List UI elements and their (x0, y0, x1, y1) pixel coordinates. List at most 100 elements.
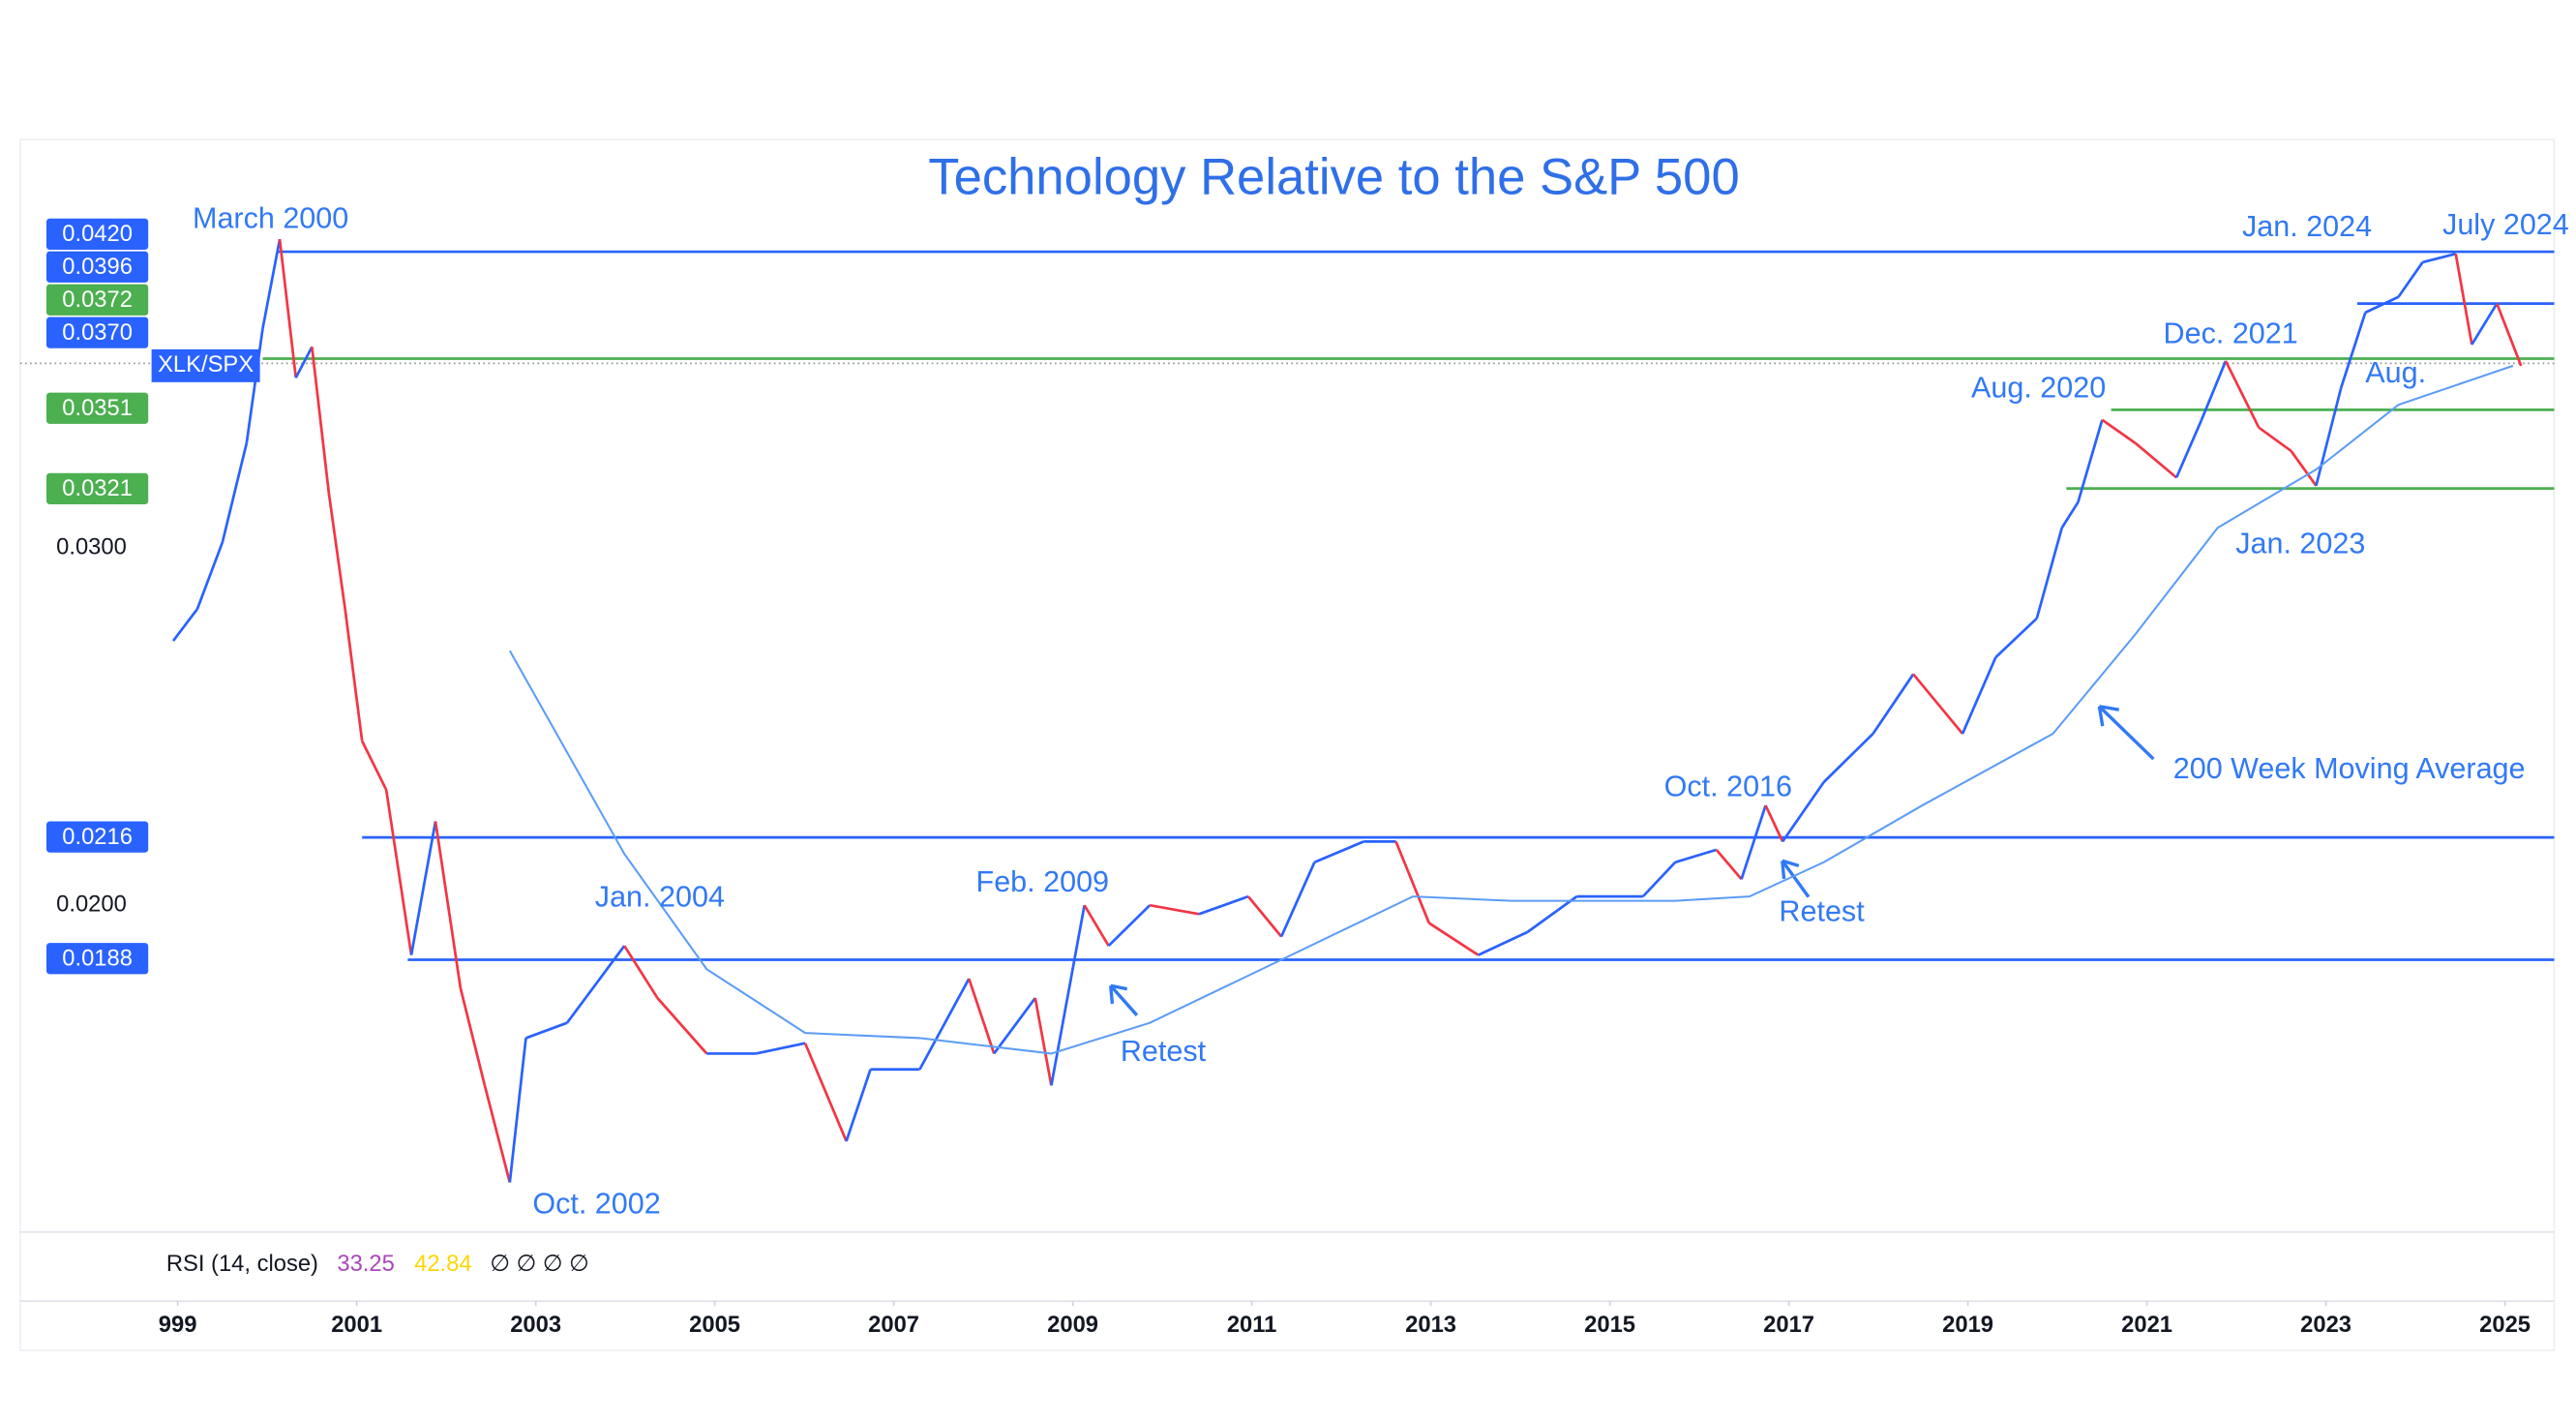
price-segment (1715, 848, 1743, 881)
x-tick-label: 2007 (868, 1312, 919, 1338)
price-segment (409, 821, 437, 955)
x-tick-label: 2017 (1763, 1312, 1814, 1338)
price-segment (2496, 303, 2523, 367)
x-tick-label: 999 (159, 1312, 197, 1338)
annotation: Retest (1779, 895, 1865, 928)
price-segment (2200, 360, 2228, 421)
price-segment (483, 1084, 512, 1183)
x-tick-label: 2003 (510, 1312, 561, 1338)
series-tag (151, 348, 260, 382)
price-segment (2340, 312, 2367, 388)
chart-title: Technology Relative to the S&P 500 (928, 149, 1739, 206)
y-tick-label: 0.0300 (56, 534, 127, 560)
price-segment (171, 608, 199, 642)
price-segment (918, 978, 971, 1071)
level-tag-label: 0.0420 (62, 221, 133, 247)
annotation: Oct. 2016 (1664, 771, 1792, 803)
price-segment (1083, 904, 1110, 947)
price-segment (2422, 252, 2457, 264)
price-segment (2471, 302, 2499, 346)
annotation: Aug. 2020 (1971, 371, 2106, 404)
price-segment (845, 1069, 872, 1142)
price-segment (221, 442, 249, 543)
price-segment (1764, 804, 1784, 842)
annotation: Retest (1121, 1035, 1207, 1068)
price-segment (2224, 360, 2261, 429)
price-segment (2397, 261, 2424, 298)
level-tag (45, 472, 149, 505)
annotation: July 2024 (2442, 208, 2569, 241)
annotation: Oct. 2002 (532, 1188, 660, 1221)
price-segment (1279, 862, 1316, 938)
price-segment (1994, 617, 2038, 659)
price-segment (327, 494, 346, 610)
price-segment (1149, 903, 1200, 916)
price-segment (2290, 450, 2318, 487)
rsi-label: RSI (14, close) (166, 1251, 318, 1277)
price-segment (2060, 501, 2080, 529)
price-segment (2077, 419, 2104, 503)
price-segment (278, 238, 298, 378)
price-segment (803, 1043, 848, 1142)
level-tag-label: 0.0396 (62, 254, 133, 280)
price-segment (1674, 848, 1718, 864)
annotation: Aug. (2365, 356, 2426, 389)
level-tag-label: 0.0216 (62, 824, 133, 850)
price-segment (2035, 527, 2064, 620)
price-segment (1961, 656, 1997, 735)
y-tick-label: 0.0200 (56, 891, 127, 917)
price-segment (993, 997, 1036, 1055)
price-segment (261, 238, 282, 329)
price-segment (1198, 894, 1249, 916)
level-tag (45, 218, 149, 250)
price-segment (1033, 997, 1053, 1086)
price-segment (294, 346, 314, 378)
price-segment (524, 1021, 568, 1040)
x-tick-label: 2025 (2479, 1312, 2531, 1338)
level-tag-label: 0.0370 (62, 319, 133, 346)
x-tick-label: 2023 (2300, 1312, 2351, 1338)
x-tick-label: 2019 (1942, 1312, 1993, 1338)
price-segment (2258, 426, 2292, 452)
price-segment (195, 541, 225, 610)
arrows (1109, 705, 2155, 1016)
price-segment (968, 978, 996, 1054)
arrow (1781, 859, 1811, 898)
price-segment (1107, 904, 1152, 948)
level-tag (45, 943, 149, 975)
price-segment (1050, 904, 1086, 1086)
price-segment (245, 328, 264, 443)
level-tag-label: 0.0188 (62, 945, 133, 971)
arrow (1109, 983, 1139, 1016)
rsi-value: 42.84 (414, 1251, 471, 1277)
price-segment (2134, 441, 2177, 479)
annotation: Jan. 2024 (2242, 210, 2372, 243)
price-segment (565, 945, 626, 1024)
level-tag (45, 821, 149, 853)
price-segment (1526, 895, 1578, 933)
price-segment (508, 1038, 527, 1183)
plot-frame (18, 138, 2556, 1351)
level-tag (45, 392, 149, 424)
price-segment (360, 740, 388, 791)
price-segment (434, 821, 463, 989)
price-segment (1740, 804, 1767, 880)
moving-average-line (508, 364, 2514, 1055)
price-segment (2454, 253, 2473, 346)
x-tick-label: 2009 (1047, 1312, 1098, 1338)
x-tick-label: 2021 (2121, 1312, 2172, 1338)
annotation: Jan. 2004 (595, 880, 725, 913)
price-segment (755, 1042, 806, 1055)
rsi-empty: ∅ ∅ ∅ ∅ (490, 1251, 589, 1277)
price-segment (459, 987, 487, 1086)
price-segment (384, 789, 413, 955)
x-tick-label: 2013 (1405, 1312, 1456, 1338)
rsi-value: 33.25 (337, 1251, 394, 1277)
price-segment (1478, 930, 1529, 956)
level-tag-label: 0.0372 (62, 287, 133, 313)
x-tick-label: 2001 (331, 1312, 382, 1338)
price-segment (1872, 673, 1915, 735)
